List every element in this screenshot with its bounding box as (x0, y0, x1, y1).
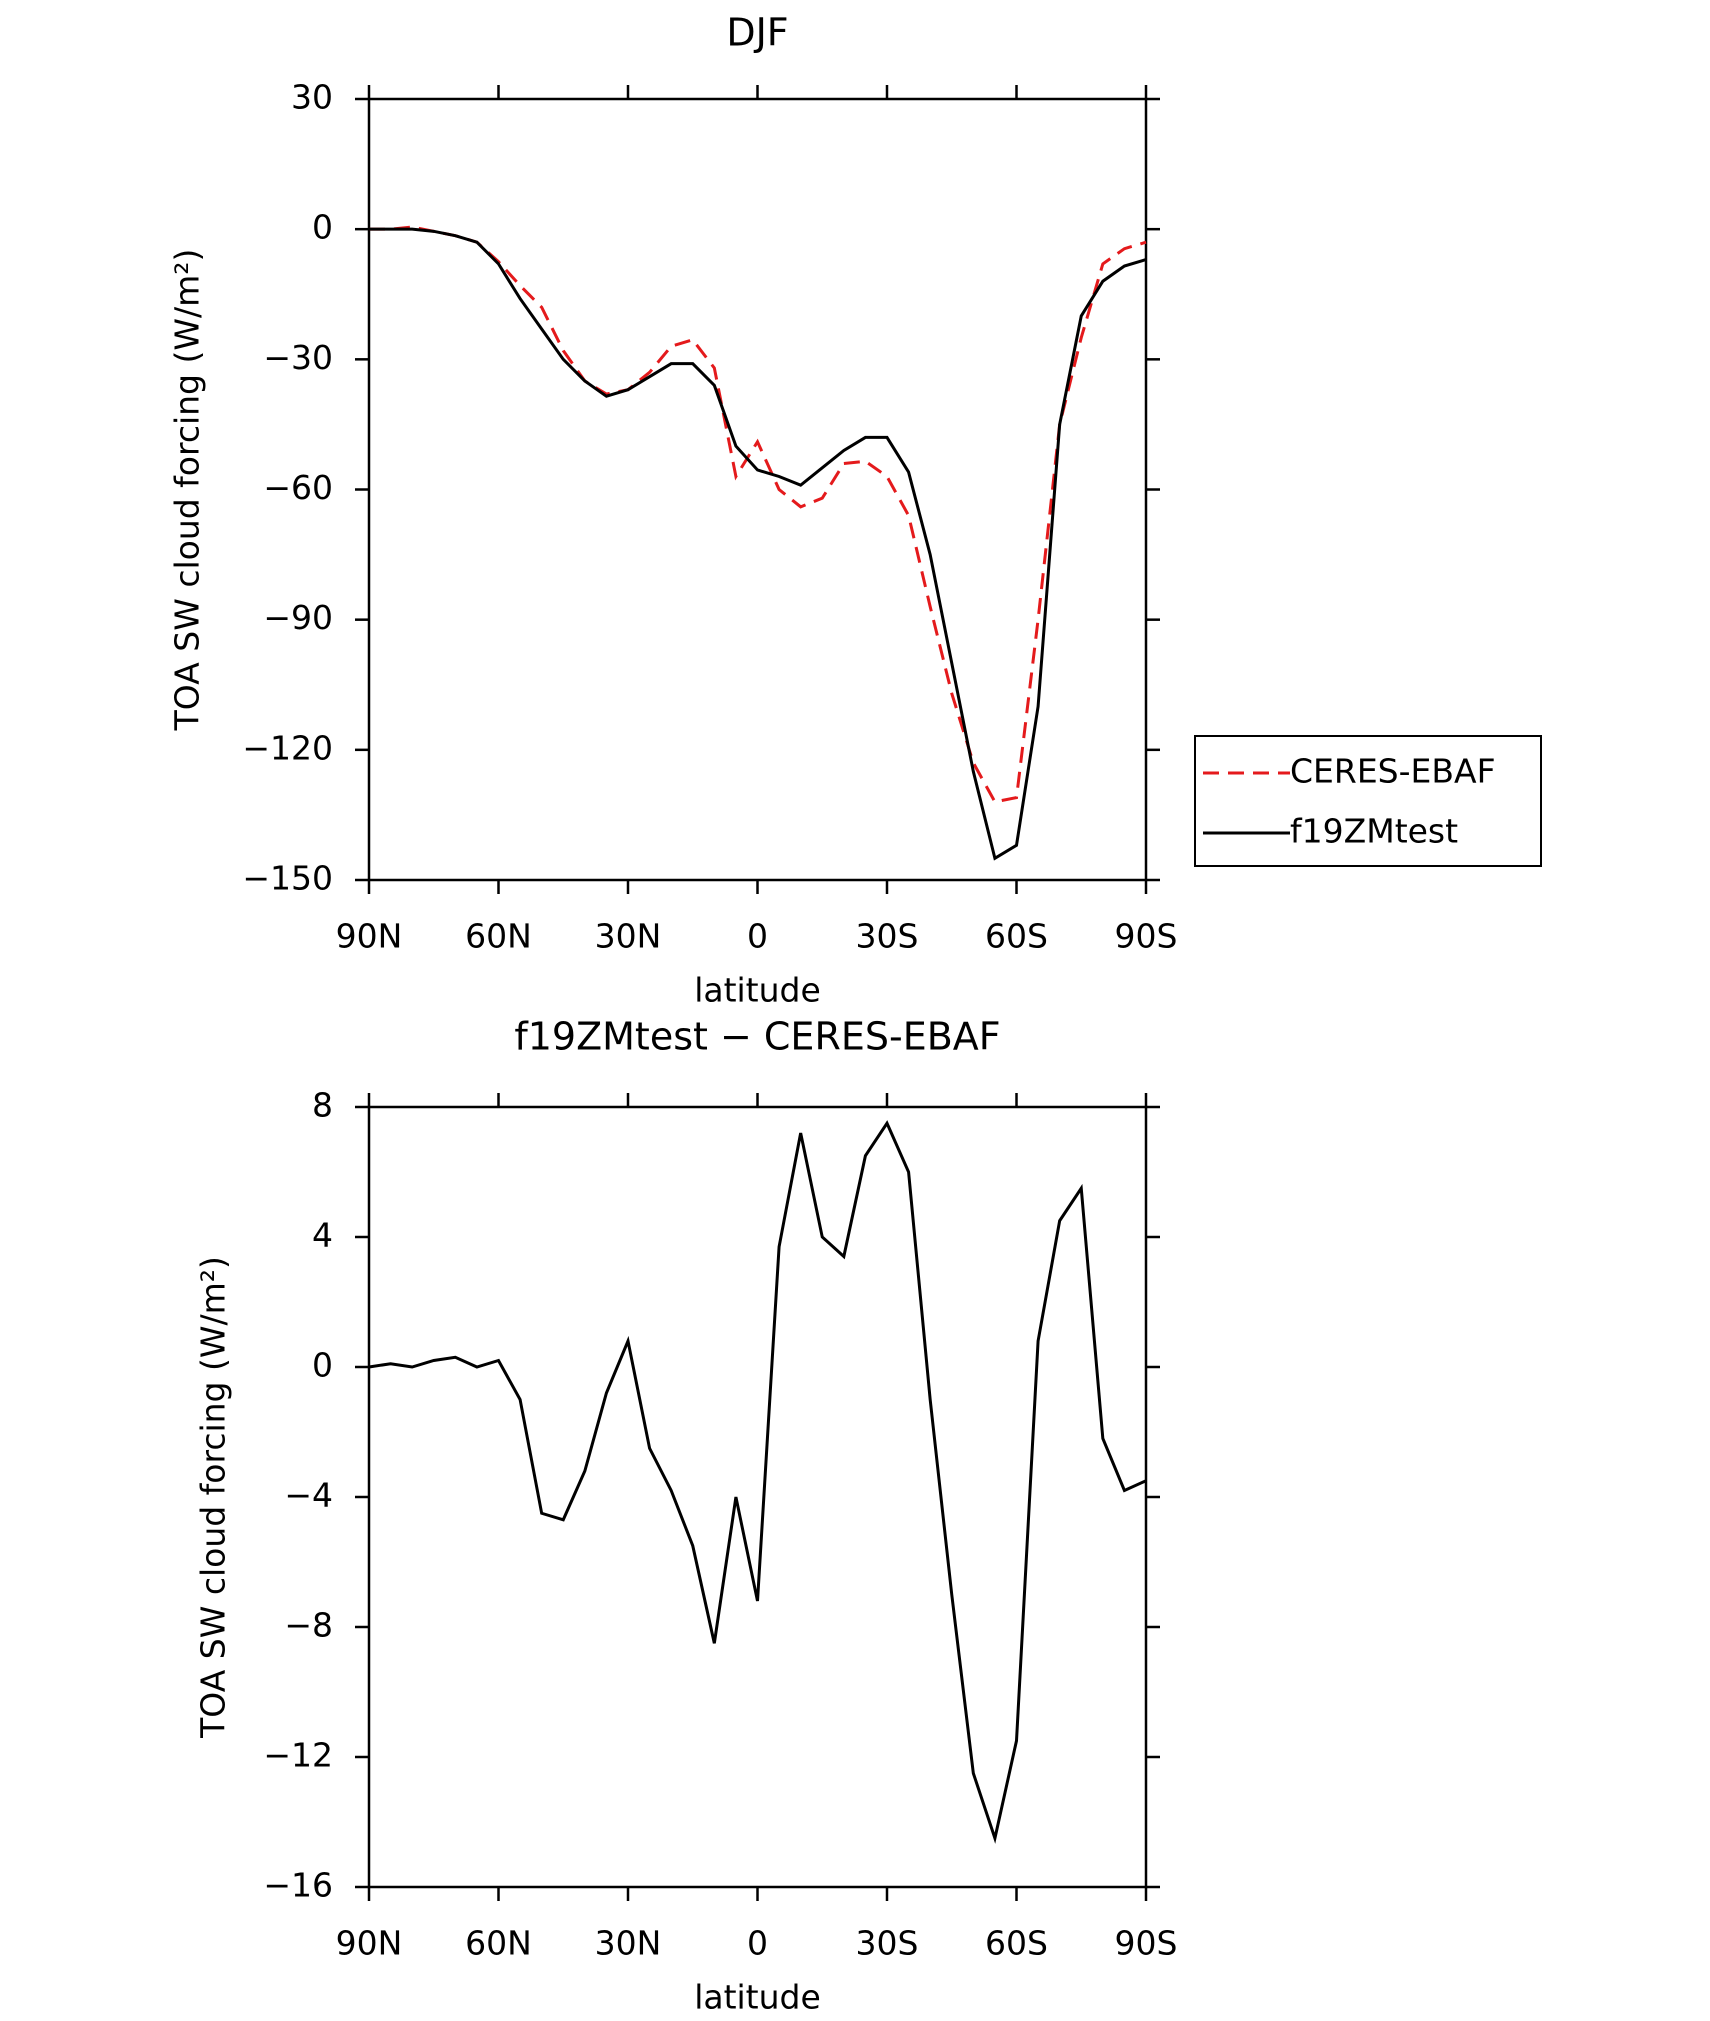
x-tick-label: 30N (595, 1924, 662, 1963)
x-tick-label: 90N (336, 917, 403, 956)
y-axis-label: TOA SW cloud forcing (W/m²) (194, 1256, 233, 1739)
x-axis-label: latitude (694, 971, 821, 1010)
y-tick-label: −120 (242, 728, 333, 767)
x-tick-label: 30S (856, 1924, 919, 1963)
y-tick-label: 0 (312, 208, 333, 247)
y-tick-label: −4 (284, 1476, 333, 1515)
x-tick-label: 60S (985, 1924, 1048, 1963)
y-tick-label: −60 (263, 468, 333, 507)
legend-label: CERES-EBAF (1290, 752, 1496, 791)
x-tick-label: 30N (595, 917, 662, 956)
y-tick-label: 8 (312, 1086, 333, 1125)
y-tick-label: 0 (312, 1346, 333, 1385)
data-line (368, 1120, 1147, 1844)
y-tick-label: 4 (312, 1216, 333, 1255)
legend-box (1194, 735, 1542, 867)
y-tick-label: −16 (263, 1866, 333, 1905)
x-tick-label: 30S (856, 917, 919, 956)
x-tick-label: 60N (465, 1924, 532, 1963)
x-tick-label: 60S (985, 917, 1048, 956)
y-tick-label: −150 (242, 859, 333, 898)
y-tick-label: −8 (284, 1606, 333, 1645)
y-tick-label: −12 (263, 1736, 333, 1775)
y-tick-label: −90 (263, 598, 333, 637)
data-line (369, 227, 1147, 861)
y-tick-label: −30 (263, 338, 333, 377)
data-line (369, 225, 1147, 804)
x-axis-label: latitude (694, 1978, 821, 2017)
x-tick-label: 90S (1115, 1924, 1178, 1963)
x-tick-label: 60N (465, 917, 532, 956)
x-tick-label: 0 (747, 917, 768, 956)
y-tick-label: 30 (291, 78, 333, 117)
chart-title: f19ZMtest − CERES-EBAF (514, 1015, 1000, 1059)
x-tick-label: 90N (336, 1924, 403, 1963)
x-tick-label: 90S (1115, 917, 1178, 956)
y-axis-label: TOA SW cloud forcing (W/m²) (168, 249, 207, 732)
x-tick-label: 0 (747, 1924, 768, 1963)
chart-title: DJF (726, 11, 788, 55)
legend-label: f19ZMtest (1290, 812, 1458, 851)
